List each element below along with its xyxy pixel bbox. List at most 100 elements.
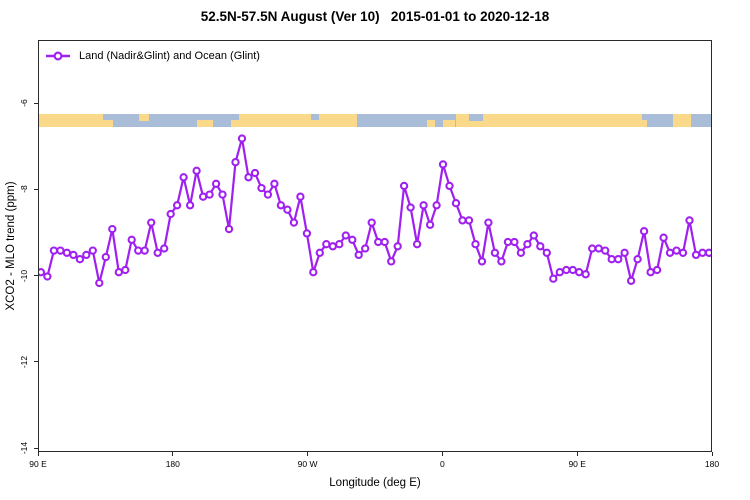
data-point [594,244,603,253]
data-point [62,248,72,257]
data-point [380,237,389,247]
data-point [412,240,422,249]
map-strip-land-segment [101,120,113,127]
x-axis-tick [37,452,39,456]
data-point [237,134,247,143]
data-point [490,248,500,257]
data-point [588,244,597,253]
data-point [665,248,675,257]
data-point [147,218,156,227]
data-point [43,272,52,281]
data-point [614,255,623,264]
x-axis-tick-label: 180 [704,459,720,469]
data-point [536,242,545,251]
x-axis-tick-label: 180 [165,459,180,469]
data-point [49,246,59,255]
data-point [322,240,331,249]
legend: Land (Nadir&Glint) and Ocean (Glint) [45,49,260,63]
data-point [361,244,370,253]
data-point [108,224,117,234]
data-point [626,276,636,285]
data-point [542,248,551,257]
data-point [95,278,104,288]
data-point [601,246,610,255]
data-point [387,257,396,266]
x-axis-tick [172,452,174,456]
data-point [160,244,169,253]
map-strip-land-segment [427,120,435,127]
map-strip-land-segment [443,120,455,127]
data-point [607,255,616,264]
data-point [471,240,480,249]
data-point [315,248,324,257]
data-point [75,255,85,264]
data-point [263,190,273,199]
data-point [581,270,590,279]
data-point [224,224,234,234]
data-point [69,250,78,260]
map-strip-land-segment [231,120,241,127]
plot-area: Land (Nadir&Glint) and Ocean (Glint) [38,40,712,452]
data-point [393,242,402,251]
data-point [432,201,441,210]
x-axis-tick [711,452,713,456]
data-point [659,233,668,242]
data-point [575,268,584,277]
data-point [140,246,149,255]
map-strip-land-segment [197,120,213,127]
x-axis-tick-label: 90 E [29,459,47,469]
data-point [211,179,221,188]
data-point [419,201,428,210]
data-point [270,179,279,188]
map-strip-land-segment [239,114,311,127]
x-axis-tick [441,452,443,456]
x-axis-tick [307,452,309,456]
map-strip-land-segment [319,114,357,127]
data-point [523,240,532,249]
data-point [458,216,467,225]
data-point [205,190,214,199]
data-point [289,218,299,227]
data-point [516,248,526,257]
data-point [309,268,318,277]
y-axis-tick [34,275,38,276]
chart-canvas [39,134,711,288]
y-axis-tick-label: -8 [19,185,29,194]
data-point [296,192,305,201]
data-point [529,231,538,240]
data-point [633,255,642,264]
data-point [39,268,46,277]
data-point [497,257,506,266]
data-point [172,201,182,210]
data-point [250,168,260,178]
data-point [192,166,201,175]
data-point [218,190,227,199]
data-point [678,248,688,257]
map-strip-land-segment [309,120,321,127]
data-point [328,242,337,251]
land-ocean-map-strip [39,114,711,127]
data-point [88,246,97,255]
data-point [166,209,175,219]
map-strip-land-segment [635,120,647,127]
x-axis-tick-label: 0 [440,459,445,469]
legend-marker-icon [46,51,70,61]
data-point [425,220,435,229]
data-point [438,160,448,169]
data-point [698,248,707,257]
data-point [464,216,474,225]
data-point [121,265,130,275]
data-point [620,248,629,257]
map-strip-land-segment [139,114,149,121]
data-point [477,257,487,266]
data-point [503,237,513,247]
map-strip-land-segment [673,114,691,127]
x-axis-tick-label: 90 W [297,459,318,469]
data-point [101,252,110,262]
y-axis-title-text: XCO2 - MLO trend (ppm) [5,181,17,311]
legend-label: Land (Nadir&Glint) and Ocean (Glint) [79,50,260,62]
data-point [451,199,461,208]
data-point [302,229,312,238]
y-axis-tick [34,447,38,449]
